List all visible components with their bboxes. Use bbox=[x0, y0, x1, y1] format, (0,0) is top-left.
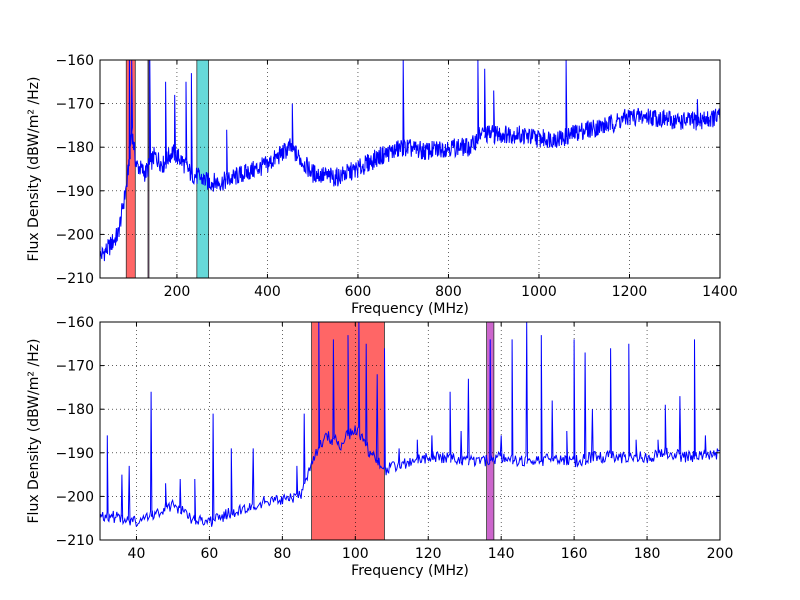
series-line bbox=[100, 322, 720, 528]
x-tick-label: 80 bbox=[273, 546, 291, 562]
x-tick-label: 100 bbox=[342, 546, 369, 562]
y-tick-label: −190 bbox=[56, 446, 94, 462]
x-axis-label: Frequency (MHz) bbox=[351, 301, 469, 317]
y-tick-label: −180 bbox=[56, 140, 94, 156]
y-tick-label: −200 bbox=[56, 489, 94, 505]
tick-group: 200 400 600 800 1000 1200 1400 −210 −200 −190 −180… bbox=[56, 53, 738, 300]
series-group bbox=[100, 322, 720, 528]
x-tick-label: 400 bbox=[254, 284, 281, 300]
y-axis-label: Flux Density (dBW/m² /Hz) bbox=[26, 77, 42, 262]
y-tick-label: −160 bbox=[56, 53, 94, 69]
x-tick-label: 1400 bbox=[702, 284, 738, 300]
x-tick-label: 140 bbox=[488, 546, 515, 562]
y-tick-label: −190 bbox=[56, 184, 94, 200]
x-axis-label: Frequency (MHz) bbox=[351, 563, 469, 579]
chart-bottom: 40 60 80 100 120 140 160 180 200 −210 −200 −190 −180… bbox=[26, 315, 733, 579]
chart-top: 200 400 600 800 1000 1200 1400 −210 −200 −190 −180… bbox=[26, 53, 738, 317]
y-tick-label: −160 bbox=[56, 315, 94, 331]
y-axis-label: Flux Density (dBW/m² /Hz) bbox=[26, 339, 42, 524]
series-group bbox=[100, 60, 720, 263]
plot-frame bbox=[99, 59, 721, 279]
y-tick-label: −210 bbox=[56, 533, 94, 549]
series-line bbox=[100, 60, 720, 263]
x-tick-label: 1000 bbox=[521, 284, 557, 300]
plot-frame bbox=[99, 321, 721, 541]
y-tick-label: −180 bbox=[56, 402, 94, 418]
x-tick-label: 600 bbox=[345, 284, 372, 300]
x-tick-label: 1200 bbox=[612, 284, 648, 300]
y-tick-label: −200 bbox=[56, 227, 94, 243]
x-tick-label: 200 bbox=[164, 284, 191, 300]
x-tick-label: 60 bbox=[200, 546, 218, 562]
y-tick-label: −170 bbox=[56, 97, 94, 113]
y-tick-label: −210 bbox=[56, 271, 94, 287]
x-tick-label: 160 bbox=[561, 546, 588, 562]
x-tick-label: 800 bbox=[435, 284, 462, 300]
x-tick-label: 180 bbox=[634, 546, 661, 562]
tick-group: 40 60 80 100 120 140 160 180 200 −210 −200 −190 −180… bbox=[56, 315, 734, 562]
x-tick-label: 40 bbox=[128, 546, 146, 562]
y-tick-label: −170 bbox=[56, 359, 94, 375]
x-tick-label: 200 bbox=[707, 546, 734, 562]
x-tick-label: 120 bbox=[415, 546, 442, 562]
